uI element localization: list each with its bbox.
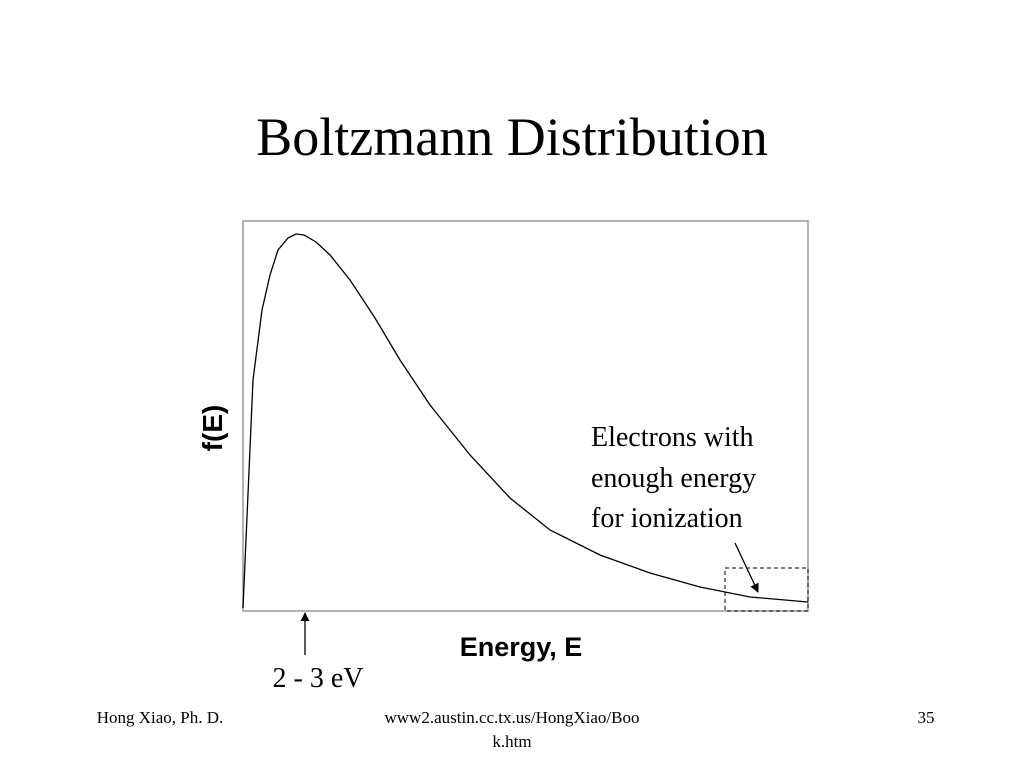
annotation-line: Electrons with [591, 422, 754, 453]
x-axis-label: Energy, E [460, 632, 583, 662]
plot-frame [242, 220, 809, 612]
annotation-line: enough energy [591, 463, 756, 494]
peak-label: 2 - 3 eV [273, 663, 364, 694]
ionization-region [724, 567, 809, 612]
annotation-arrow [734, 542, 759, 593]
distribution-curve [242, 233, 809, 609]
footer-page: 35 [918, 708, 935, 727]
y-axis-label: f(E) [197, 405, 228, 452]
footer-url: k.htm [492, 732, 531, 751]
footer-author: Hong Xiao, Ph. D. [97, 708, 224, 727]
annotation-line: for ionization [591, 503, 743, 534]
slide-title: Boltzmann Distribution [256, 107, 767, 167]
footer-url: www2.austin.cc.tx.us/HongXiao/Boo [385, 708, 640, 727]
